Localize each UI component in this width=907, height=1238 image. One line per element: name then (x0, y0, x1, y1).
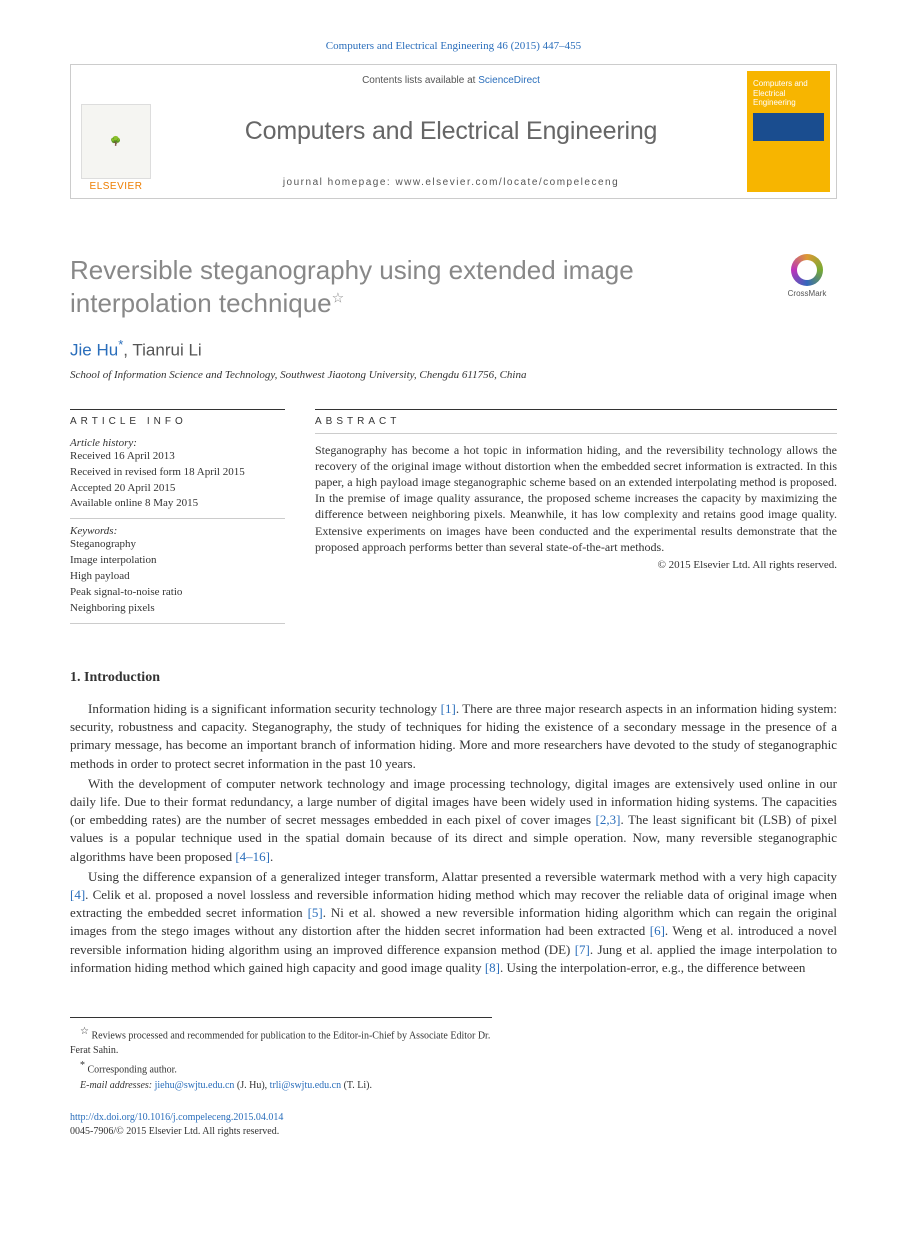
section-1-heading: 1. Introduction (70, 670, 837, 686)
homepage-url[interactable]: www.elsevier.com/locate/compeleceng (395, 177, 619, 188)
title-footnote-mark: ☆ (332, 289, 345, 305)
keywords-label: Keywords: (70, 525, 285, 537)
ref-4-16[interactable]: [4–16] (235, 849, 270, 864)
email-1[interactable]: jiehu@swjtu.edu.cn (155, 1080, 235, 1091)
keyword-2: Image interpolation (70, 553, 285, 569)
contents-prefix: Contents lists available at (362, 75, 478, 86)
abstract-text: Steganography has become a hot topic in … (315, 442, 837, 555)
intro-para-1: Information hiding is a significant info… (70, 700, 837, 773)
p2-text-c: . (270, 849, 273, 864)
footnote-mark-star: ☆ (80, 1026, 89, 1037)
p1-text-a: Information hiding is a significant info… (88, 701, 441, 716)
issn-copyright: 0045-7906/© 2015 Elsevier Ltd. All right… (70, 1125, 837, 1139)
intro-para-2: With the development of computer network… (70, 775, 837, 866)
email-2-who: (T. Li). (341, 1080, 372, 1091)
history-label: Article history: (70, 437, 285, 449)
crossmark-icon (791, 254, 823, 286)
crossmark-label: CrossMark (788, 289, 827, 298)
crossmark-badge[interactable]: CrossMark (777, 254, 837, 298)
author-2: Tianrui Li (132, 341, 201, 360)
p3-text-f: . Using the interpolation-error, e.g., t… (500, 960, 805, 975)
abstract-copyright: © 2015 Elsevier Ltd. All rights reserved… (315, 559, 837, 571)
sciencedirect-link[interactable]: ScienceDirect (478, 75, 540, 86)
keyword-4: Peak signal-to-noise ratio (70, 585, 285, 601)
author-1[interactable]: Jie Hu (70, 341, 118, 360)
info-divider-2 (70, 623, 285, 624)
keyword-1: Steganography (70, 537, 285, 553)
ref-5[interactable]: [5] (308, 905, 323, 920)
footnotes: ☆ Reviews processed and recommended for … (70, 1017, 492, 1093)
abstract-head: ABSTRACT (315, 409, 837, 434)
history-revised: Received in revised form 18 April 2015 (70, 465, 285, 481)
masthead-center: Contents lists available at ScienceDirec… (161, 65, 741, 198)
masthead: 🌳 ELSEVIER Contents lists available at S… (70, 64, 837, 199)
ref-7[interactable]: [7] (575, 942, 590, 957)
abstract-column: ABSTRACT Steganography has become a hot … (315, 409, 837, 630)
ref-4[interactable]: [4] (70, 887, 85, 902)
footnote-2-text: Corresponding author. (85, 1065, 177, 1076)
footnote-corresponding: * Corresponding author. (70, 1058, 492, 1077)
publisher-label: ELSEVIER (90, 181, 143, 192)
keyword-5: Neighboring pixels (70, 601, 285, 617)
info-divider (70, 518, 285, 519)
article-title: Reversible steganography using extended … (70, 254, 757, 319)
p3-text-a: Using the difference expansion of a gene… (88, 869, 837, 884)
cover-thumb-band (753, 113, 824, 141)
citation-header: Computers and Electrical Engineering 46 … (70, 40, 837, 52)
cover-thumb-title: Computers and Electrical Engineering (753, 79, 824, 108)
article-title-text: Reversible steganography using extended … (70, 255, 634, 318)
footnote-1-text: Reviews processed and recommended for pu… (70, 1030, 490, 1056)
email-label: E-mail addresses: (80, 1080, 155, 1091)
ref-8[interactable]: [8] (485, 960, 500, 975)
history-accepted: Accepted 20 April 2015 (70, 481, 285, 497)
publisher-block: 🌳 ELSEVIER (71, 65, 161, 198)
article-info-column: ARTICLE INFO Article history: Received 1… (70, 409, 285, 630)
contents-available-line: Contents lists available at ScienceDirec… (161, 75, 741, 86)
doi-link[interactable]: http://dx.doi.org/10.1016/j.compeleceng.… (70, 1112, 283, 1123)
journal-cover-thumb: Computers and Electrical Engineering (741, 65, 836, 198)
footnote-review: ☆ Reviews processed and recommended for … (70, 1024, 492, 1058)
affiliation: School of Information Science and Techno… (70, 369, 837, 381)
keyword-3: High payload (70, 569, 285, 585)
journal-title: Computers and Electrical Engineering (161, 117, 741, 146)
homepage-prefix: journal homepage: (283, 177, 396, 188)
intro-para-3: Using the difference expansion of a gene… (70, 868, 837, 977)
doi-block: http://dx.doi.org/10.1016/j.compeleceng.… (70, 1111, 837, 1139)
ref-1[interactable]: [1] (441, 701, 456, 716)
author-list: Jie Hu*, Tianrui Li (70, 337, 837, 361)
elsevier-tree-logo: 🌳 (81, 104, 151, 179)
email-1-who: (J. Hu), (234, 1080, 269, 1091)
history-online: Available online 8 May 2015 (70, 496, 285, 512)
footnote-emails: E-mail addresses: jiehu@swjtu.edu.cn (J.… (70, 1078, 492, 1093)
history-received: Received 16 April 2013 (70, 449, 285, 465)
article-info-head: ARTICLE INFO (70, 409, 285, 429)
email-2[interactable]: trli@swjtu.edu.cn (270, 1080, 341, 1091)
ref-2-3[interactable]: [2,3] (596, 812, 621, 827)
ref-6[interactable]: [6] (650, 923, 665, 938)
homepage-line: journal homepage: www.elsevier.com/locat… (161, 177, 741, 188)
